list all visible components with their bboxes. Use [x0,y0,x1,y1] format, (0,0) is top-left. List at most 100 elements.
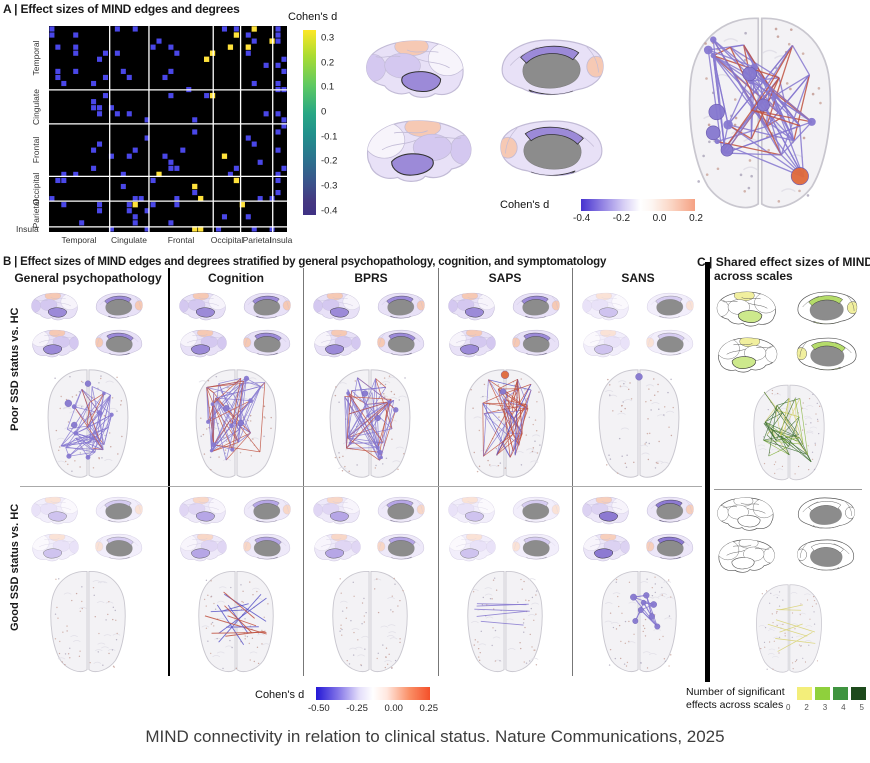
brain-lateral-view [308,290,366,323]
matrix-xlabel-occipital: Occipital [210,235,244,245]
matrix-ylabel-cingulate: Cingulate [31,89,41,125]
cell-good-saps [441,492,569,678]
colorbar-tick: 0.2 [321,57,335,69]
brain-medial-view [372,531,430,564]
brain-medial-view [792,288,862,330]
brain-medial-view [372,494,430,527]
brain-lateral-view [26,531,84,564]
brain-medial-view [792,536,860,576]
matrix-xlabel-insula: Insula [269,235,293,245]
tick: 3 [822,703,828,712]
brain-medial-view [90,327,148,360]
matrix-xlabel-parietal: Parietal [242,235,272,245]
brain-medial-view [238,531,296,564]
cell-good-cognition [172,492,300,678]
glass-brain-network [320,364,420,482]
brain-lateral-view [174,494,232,527]
brain-lateral-view [443,531,501,564]
column-header-sans: SANS [621,271,655,285]
matrix-ylabel-frontal: Frontal [31,136,41,164]
brain-lateral-view [308,494,366,527]
brain-lateral-view [174,531,232,564]
legend-swatch [797,687,812,700]
tick: 0.2 [689,213,703,224]
glass-brain-network [186,364,286,482]
column-header-bprs: BPRS [354,271,388,285]
matrix-xlabel-frontal: Frontal [167,235,195,245]
colorbar-tick: -0.3 [321,180,338,192]
brain-medial-view [90,494,148,527]
panel-c-legend-swatches [797,687,866,700]
colorbar-tick: 0 [321,106,327,118]
brain-medial-view [494,112,610,188]
cell-good-bprs [306,492,434,678]
cell-shared-effects-top [710,286,866,486]
row-label-poor: Poor SSD status vs. HC [9,307,21,431]
tick: -0.4 [573,213,591,224]
tick: 0.25 [419,703,439,714]
brain-medial-view [641,290,699,323]
brain-medial-view [641,531,699,564]
panel-a-title: A | Effect sizes of MIND edges and degre… [3,2,240,16]
brain-lateral-view [443,290,501,323]
column-header-cog: Cognition [208,271,264,285]
colorbar-tick: -0.2 [321,155,338,167]
brain-lateral-view [26,494,84,527]
panel-c-legend-line1: Number of significant [686,686,785,698]
glass-brain-network [662,8,858,216]
column-divider [303,268,304,676]
panel-c-title-line2: across scales [714,269,793,283]
matrix-xlabel-temporal: Temporal [61,235,97,245]
brain-lateral-view [360,32,472,106]
brain-medial-view [792,494,860,534]
cell-good-general-psychopathology [24,492,164,678]
brain-medial-view [238,327,296,360]
brain-lateral-view [712,288,782,330]
brain-lateral-view [577,531,635,564]
heatmap-matrix [49,26,287,232]
glass-brain-network [589,364,689,482]
brain-colorbar-ticks: -0.4 -0.2 0.0 0.2 [573,213,703,224]
brain-medial-view [372,290,430,323]
glass-brain-network [734,580,844,676]
row-label-good: Good SSD status vs. HC [9,503,21,631]
brain-lateral-view [577,494,635,527]
brain-lateral-view [26,290,84,323]
tick: 0.0 [652,213,667,224]
brain-lateral-view [308,531,366,564]
brain-lateral-view [712,494,780,534]
brain-lateral-view [712,536,780,576]
panel-b-legend-ticks: -0.50 -0.25 0.00 0.25 [308,703,438,714]
brain-medial-view [641,327,699,360]
glass-brain-network [38,566,138,676]
brain-medial-view [641,494,699,527]
legend-swatch [815,687,830,700]
brain-lateral-view [577,290,635,323]
panel-c-row-divider [714,489,862,490]
matrix-xlabel-cingulate: Cingulate [111,235,147,245]
tick: 0.00 [384,703,403,714]
figure-caption: MIND connectivity in relation to clinica… [145,727,725,746]
matrix-ylabel-temporal: Temporal [31,40,41,76]
tick: 2 [804,703,809,712]
panel-c-legend-line2: effects across scales [686,699,784,711]
brain-lateral-view [577,327,635,360]
brain-lateral-view [174,327,232,360]
brain-colorbar [581,199,695,211]
colorbar-tick: 0.1 [321,81,335,93]
brain-lateral-view [443,494,501,527]
glass-brain-network [38,364,138,482]
matrix-ylabel-insula: Insula [16,224,39,234]
brain-lateral-view [174,290,232,323]
matrix-colorbar-title: Cohen's d [288,11,338,23]
column-header-gp: General psychopathology [14,271,162,285]
cell-poor-sans [575,288,703,484]
tick: 4 [841,703,846,712]
brain-medial-view [90,290,148,323]
brain-medial-view [372,327,430,360]
tick: -0.2 [612,213,631,224]
glass-brain-network [730,380,848,484]
brain-medial-view [507,290,565,323]
column-header-saps: SAPS [488,271,522,285]
